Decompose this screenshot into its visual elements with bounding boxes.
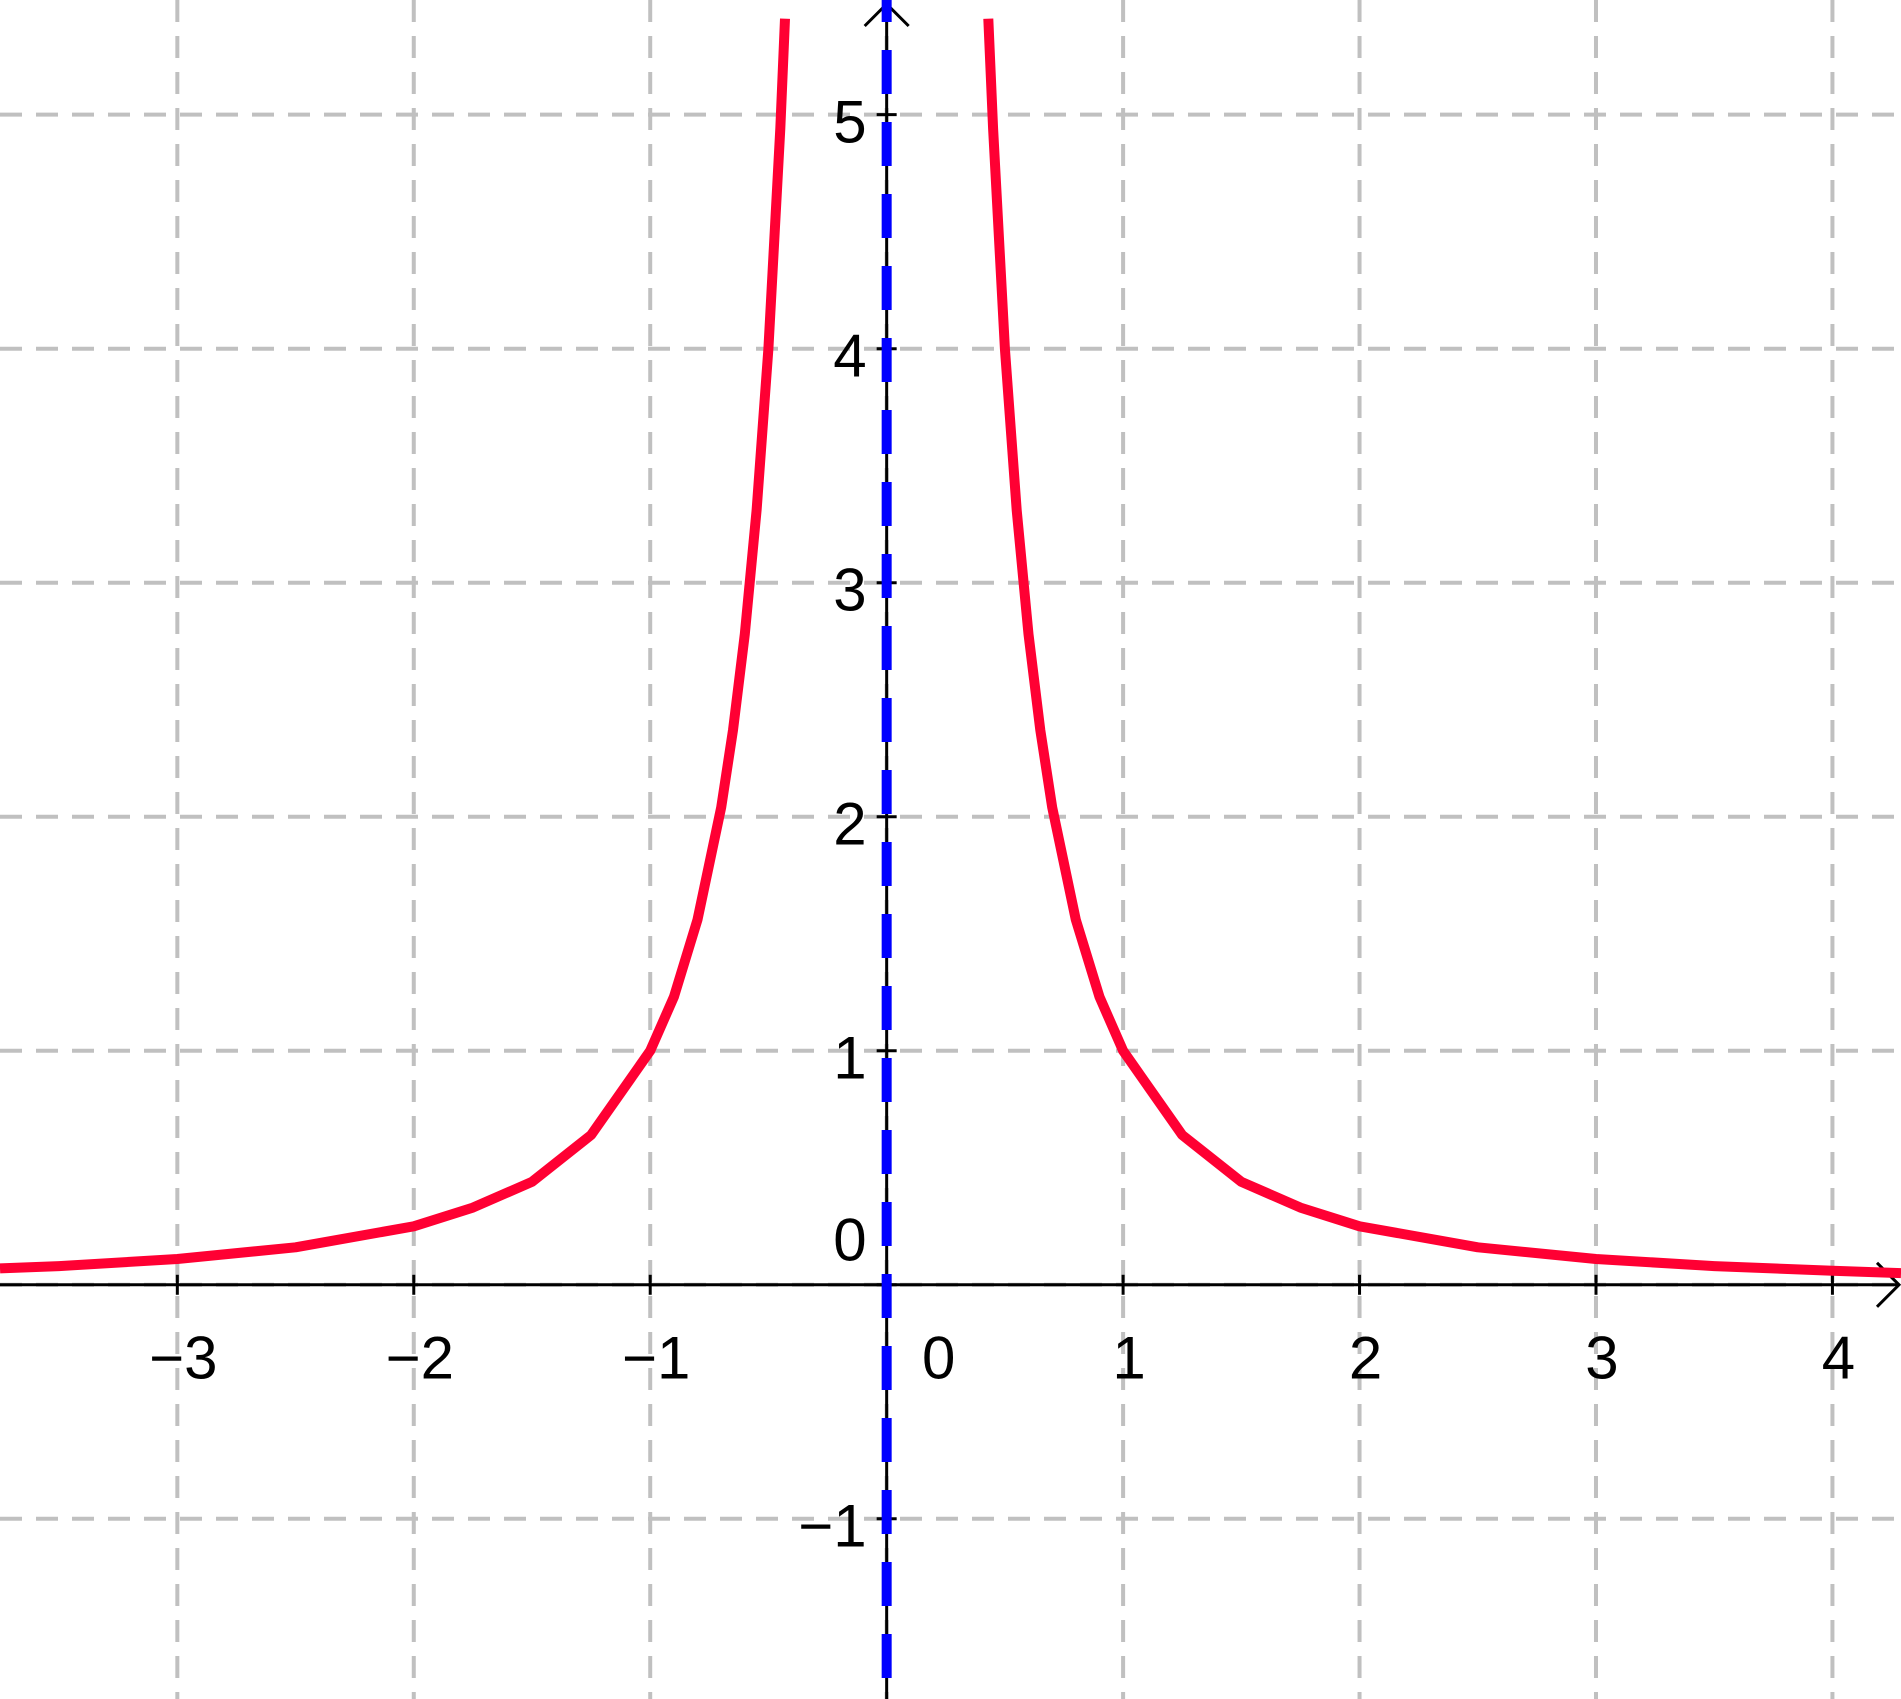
y-tick-label: 4 bbox=[833, 323, 866, 390]
x-tick-label: −2 bbox=[386, 1325, 454, 1392]
x-tick-label: 4 bbox=[1822, 1325, 1855, 1392]
x-tick-label: 0 bbox=[922, 1325, 955, 1392]
y-tick-label: 3 bbox=[833, 557, 866, 624]
x-tick-label: −1 bbox=[622, 1325, 690, 1392]
y-tick-label: 1 bbox=[833, 1025, 866, 1092]
x-tick-label: 3 bbox=[1585, 1325, 1618, 1392]
x-tick-label: −3 bbox=[149, 1325, 217, 1392]
y-tick-label: 0 bbox=[833, 1207, 866, 1274]
curve bbox=[0, 18, 1901, 1279]
y-tick-label: 2 bbox=[833, 791, 866, 858]
x-tick-label: 1 bbox=[1112, 1325, 1145, 1392]
y-tick-label: 5 bbox=[833, 89, 866, 156]
x-tick-label: 2 bbox=[1349, 1325, 1382, 1392]
y-tick-label: −1 bbox=[798, 1493, 866, 1560]
